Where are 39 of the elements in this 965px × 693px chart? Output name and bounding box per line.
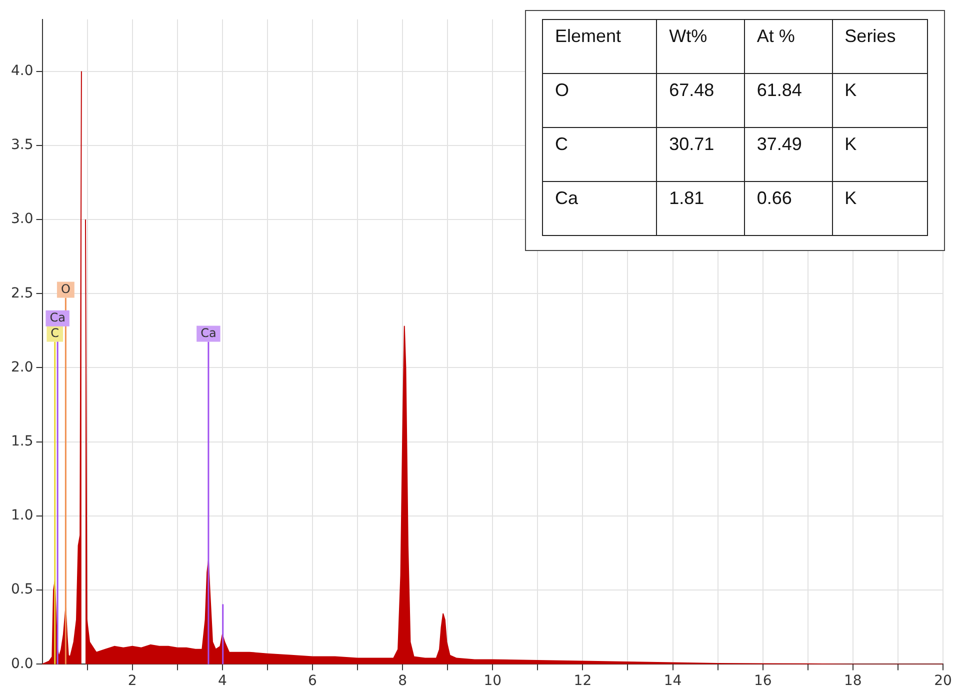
x-tick-label: 20	[934, 673, 952, 690]
x-tick-label: 6	[308, 673, 318, 690]
x-tick-label: 18	[844, 673, 862, 690]
x-tick-label: 12	[574, 673, 592, 690]
annotation: 30.71	[656, 128, 744, 182]
annotation: Wt%	[656, 20, 744, 74]
annotation: O	[542, 74, 657, 128]
annotation: K	[832, 74, 928, 128]
y-tick-label: 3.0	[11, 211, 34, 228]
y-tick-label: 2.0	[11, 359, 34, 376]
ref-line-label: Ca	[50, 310, 66, 325]
annotation: K	[832, 128, 928, 182]
x-tick-label: 16	[754, 673, 772, 690]
y-tick-label: 0.5	[11, 582, 34, 598]
annotation: At %	[744, 20, 832, 74]
annotation: 37.49	[744, 128, 832, 182]
y-tick-label: 4.0	[11, 62, 34, 79]
annotation: Series	[832, 20, 928, 74]
annotation: C	[542, 128, 657, 182]
annotation: 67.48	[656, 74, 744, 128]
annotation: K	[832, 182, 928, 236]
y-tick-label: 1.5	[11, 433, 34, 450]
annotation: 0.66	[744, 182, 832, 236]
annotation: 1.81	[656, 182, 744, 236]
x-tick-label: 14	[664, 673, 682, 690]
ref-line-label: C	[50, 326, 60, 340]
x-tick-label: 4	[218, 673, 227, 690]
x-tick-label: 8	[398, 673, 408, 690]
y-tick-label: 2.5	[11, 285, 34, 302]
y-tick-label: 1.0	[11, 508, 34, 524]
ref-line-label: O	[60, 282, 70, 296]
x-tick-label: 2	[128, 673, 137, 690]
y-tick-label: 0.0	[11, 656, 34, 672]
annotation: Element	[542, 20, 657, 74]
annotation: Ca	[542, 182, 657, 236]
x-tick-label: 10	[484, 673, 502, 690]
ref-line-label: Ca	[200, 326, 216, 340]
annotation: 61.84	[744, 74, 832, 128]
y-tick-label: 3.5	[11, 137, 34, 154]
